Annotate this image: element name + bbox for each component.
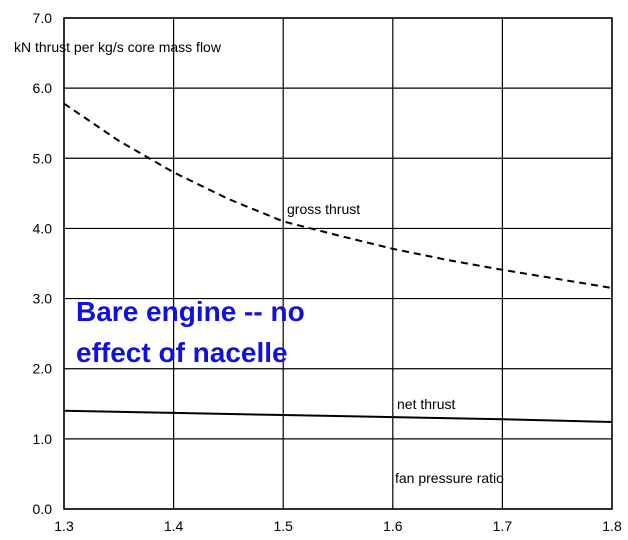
- y-tick-label-1: 1.0: [33, 431, 53, 447]
- bare-engine-annotation-line2: effect of nacelle: [76, 337, 288, 368]
- y-tick-label-4: 4.0: [33, 220, 53, 236]
- y-tick-label-2: 2.0: [33, 361, 53, 377]
- x-tick-label-3: 1.6: [383, 518, 403, 534]
- plot-frame: [63, 17, 613, 510]
- series-line-net-thrust: [63, 409, 613, 423]
- x-tick-label-2: 1.5: [273, 518, 293, 534]
- y-tick-label-3: 3.0: [33, 291, 53, 307]
- x-tick-label-1: 1.4: [164, 518, 184, 534]
- series-label-gross-thrust: gross thrust: [287, 201, 360, 217]
- y-axis-label: kN thrust per kg/s core mass flow: [14, 39, 222, 55]
- x-tick-label-0: 1.3: [54, 518, 74, 534]
- x-axis-label: fan pressure ratio: [395, 470, 504, 486]
- grid-lines: [63, 17, 613, 510]
- series-line-gross-thrust: [63, 102, 613, 289]
- bare-engine-annotation-line1: Bare engine -- no: [76, 296, 305, 327]
- tick-labels: 1.3 1.4 1.5 1.6 1.7 1.8 0.0 1.0 2.0 3.0 4.0 5.0 6.0 7…: [33, 10, 622, 534]
- x-tick-label-5: 1.8: [602, 518, 622, 534]
- x-tick-label-4: 1.7: [493, 518, 513, 534]
- y-tick-label-0: 0.0: [33, 501, 53, 517]
- series-label-net-thrust: net thrust: [397, 396, 455, 412]
- y-tick-label-7: 7.0: [33, 10, 53, 26]
- series-lines: [63, 102, 613, 423]
- y-tick-label-6: 6.0: [33, 80, 53, 96]
- y-tick-label-5: 5.0: [33, 150, 53, 166]
